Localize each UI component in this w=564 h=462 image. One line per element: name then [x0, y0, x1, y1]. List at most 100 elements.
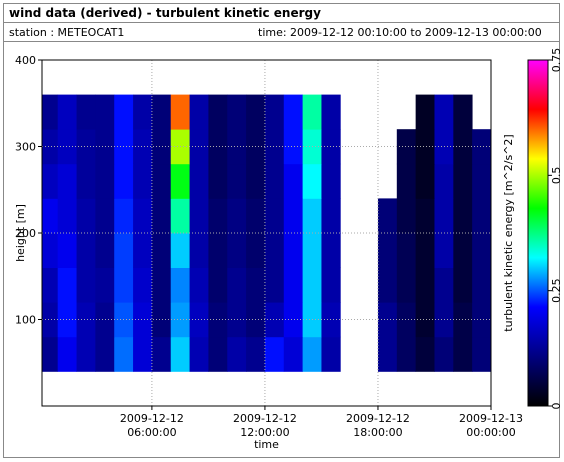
heat-cell: [95, 233, 115, 268]
heat-cell: [208, 198, 228, 234]
heat-cell: [57, 302, 77, 338]
heat-cell: [76, 267, 96, 303]
heat-cell: [415, 163, 435, 199]
heat-cell: [396, 302, 417, 338]
heat-cell: [283, 94, 304, 130]
heat-cell: [76, 94, 96, 130]
x-tick-label: 2009-12-12 06:00:00: [120, 412, 184, 439]
heat-cell: [133, 94, 153, 130]
heat-cell: [472, 233, 492, 268]
heat-cell: [283, 129, 304, 165]
heat-cell: [415, 94, 435, 130]
heat-cell: [396, 336, 417, 372]
heat-cell: [302, 233, 322, 268]
heat-cell: [76, 302, 96, 338]
heat-cell: [434, 233, 454, 268]
heat-cell: [472, 336, 492, 372]
heat-cell: [377, 267, 398, 303]
heat-cell: [189, 267, 209, 303]
heat-cell: [76, 233, 96, 268]
heat-cell: [208, 336, 228, 372]
x-tick-label: 2009-12-13 00:00:00: [459, 412, 523, 439]
heat-cell: [302, 267, 322, 303]
heat-cell: [114, 163, 134, 199]
heat-cell: [151, 302, 172, 338]
heat-cell: [151, 94, 172, 130]
heat-cell: [57, 94, 77, 130]
y-tick-label: 200: [15, 227, 36, 240]
y-tick-label: 400: [15, 54, 36, 67]
heat-cell: [246, 233, 266, 268]
heat-cell: [95, 267, 115, 303]
heat-cell: [57, 129, 77, 165]
heat-cell: [453, 163, 473, 199]
heat-cell: [302, 198, 322, 234]
heat-cell: [208, 233, 228, 268]
heat-cell: [208, 129, 228, 165]
heat-cell: [321, 129, 341, 165]
heat-cell: [170, 163, 190, 199]
heat-cell: [95, 336, 115, 372]
heat-cell: [415, 233, 435, 268]
heat-cell: [133, 302, 153, 338]
heat-cell: [321, 94, 341, 130]
heat-cell: [57, 163, 77, 199]
heat-cell: [133, 267, 153, 303]
heat-cell: [42, 163, 59, 199]
heat-cell: [227, 129, 247, 165]
heat-cell: [189, 302, 209, 338]
heat-cell: [170, 94, 190, 130]
heat-cell: [95, 163, 115, 199]
colorbar-label: turbulent kinetic energy [m^2/s^2]: [502, 134, 515, 331]
heat-cell: [453, 267, 473, 303]
heat-cell: [151, 267, 172, 303]
heat-cell: [415, 302, 435, 338]
heat-cell: [76, 129, 96, 165]
heat-cell: [151, 163, 172, 199]
heat-cell: [170, 336, 190, 372]
heat-cell: [377, 198, 398, 234]
x-tick-label: 2009-12-12 12:00:00: [233, 412, 297, 439]
heat-cell: [415, 198, 435, 234]
colorbar-tick-label: 0.5: [550, 167, 563, 185]
heat-cell: [227, 198, 247, 234]
heat-cell: [208, 163, 228, 199]
heat-cell: [396, 233, 417, 268]
heat-cell: [453, 94, 473, 130]
heat-cell: [302, 94, 322, 130]
heat-cell: [264, 94, 285, 130]
heat-cell: [114, 233, 134, 268]
heat-cell: [170, 233, 190, 268]
heat-cell: [57, 233, 77, 268]
heat-cell: [227, 302, 247, 338]
heat-cell: [415, 129, 435, 165]
heat-cell: [133, 163, 153, 199]
heat-cell: [302, 336, 322, 372]
heat-cell: [42, 94, 59, 130]
heat-cell: [189, 198, 209, 234]
heat-cell: [415, 267, 435, 303]
y-tick-label: 100: [15, 314, 36, 327]
heat-cell: [189, 233, 209, 268]
heat-cell: [95, 94, 115, 130]
heat-cell: [321, 233, 341, 268]
heat-cell: [264, 336, 285, 372]
heat-cell: [434, 267, 454, 303]
heat-cell: [434, 336, 454, 372]
heat-cell: [453, 198, 473, 234]
y-axis-label: height [m]: [14, 204, 27, 262]
heat-cell: [264, 267, 285, 303]
heat-cell: [396, 198, 417, 234]
heat-cell: [42, 336, 59, 372]
heat-cell: [321, 267, 341, 303]
heat-cell: [246, 94, 266, 130]
heat-cell: [151, 233, 172, 268]
heat-cell: [283, 302, 304, 338]
heat-cell: [434, 198, 454, 234]
colorbar: [527, 59, 549, 407]
heat-cell: [95, 198, 115, 234]
heat-cell: [434, 94, 454, 130]
heat-cell: [377, 336, 398, 372]
x-axis-label: time: [254, 438, 279, 451]
